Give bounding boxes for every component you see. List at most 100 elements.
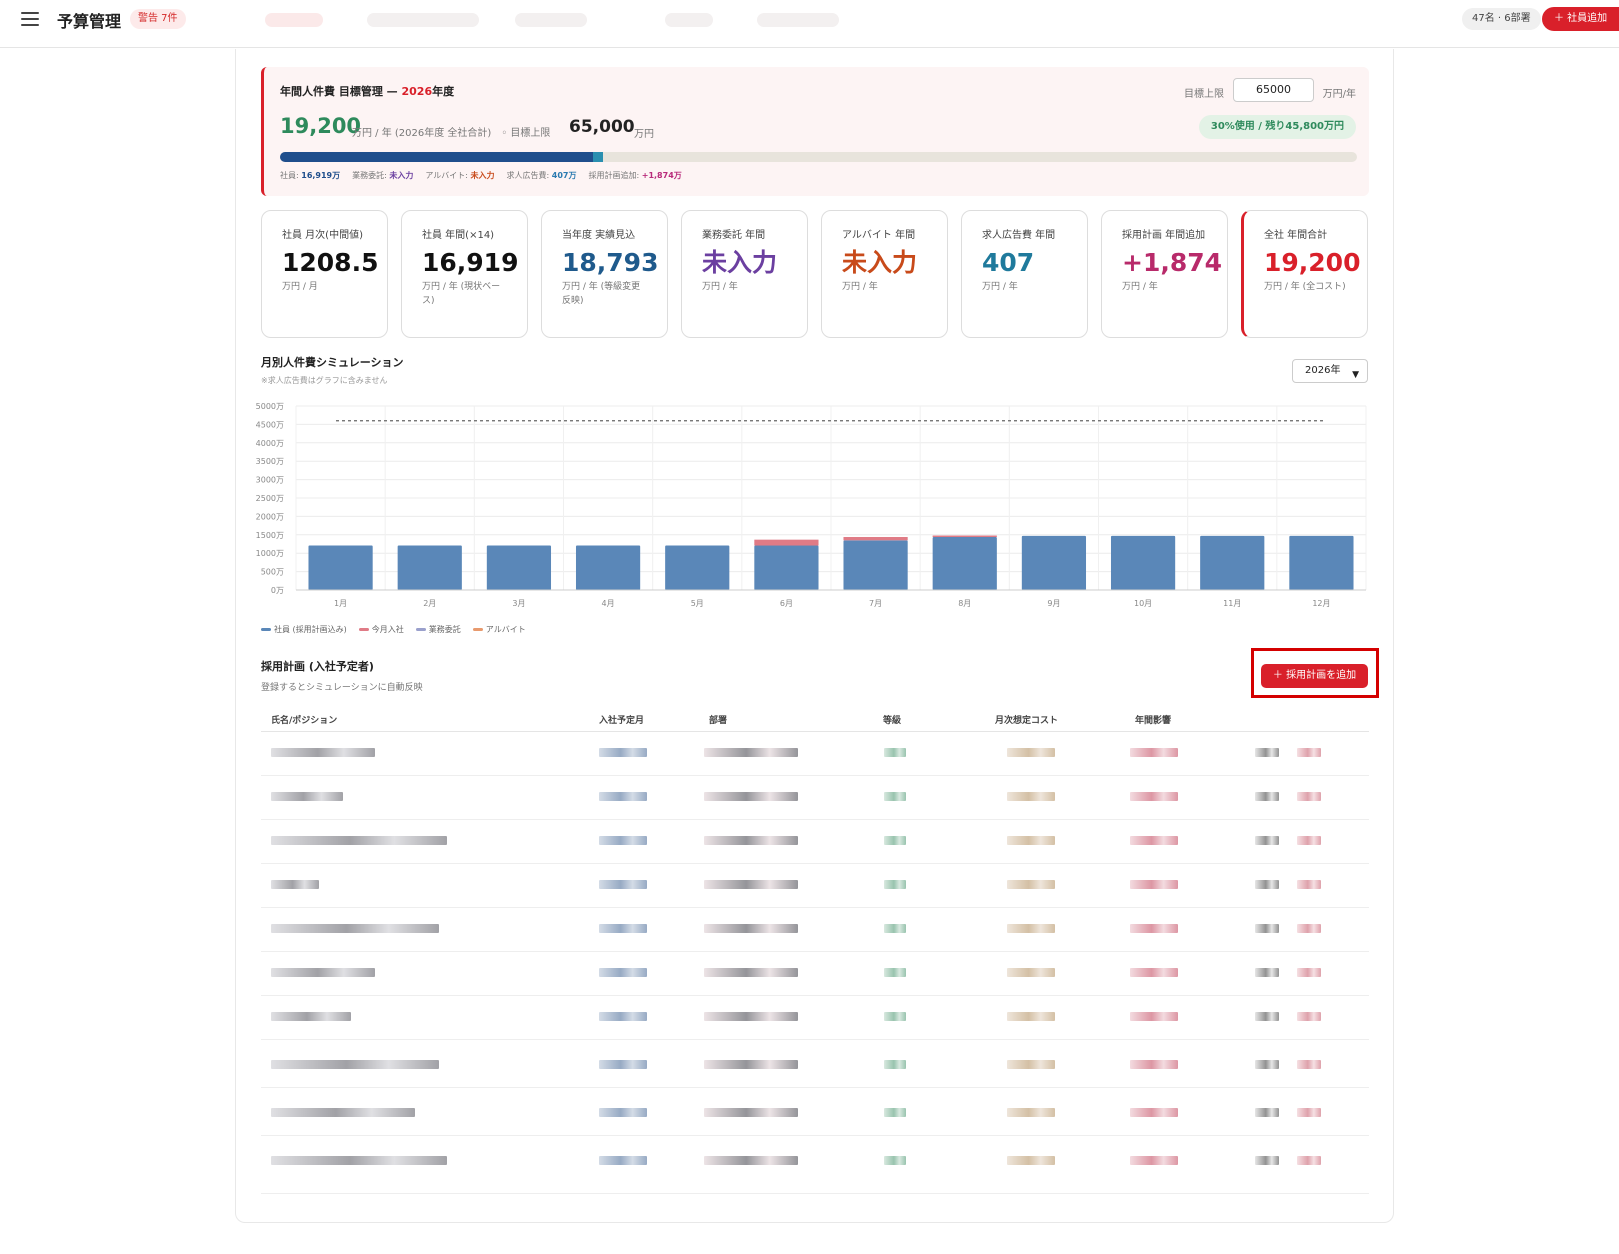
kpi-label: アルバイト 年間 [842, 230, 916, 241]
table-row[interactable] [261, 1092, 1369, 1136]
kpi-unit: 万円 / 年 (全コスト) [1264, 282, 1346, 292]
target-title: 年間人件費 目標管理 — 2026年度 [280, 85, 455, 98]
bar-1 [754, 539, 819, 546]
usage-progress-bar [280, 152, 1357, 162]
table-row[interactable] [261, 820, 1369, 864]
y-tick-label: 2000万 [256, 512, 284, 521]
table-row[interactable] [261, 952, 1369, 996]
redacted-cell [599, 748, 647, 757]
total-sub: 万円 / 年 (2026年度 全社合計) ◦ 目標上限 [352, 128, 551, 139]
table-row[interactable] [261, 996, 1369, 1040]
redacted-cell [704, 1060, 798, 1069]
limit-input[interactable]: 65000 [1233, 78, 1314, 102]
usage-badge: 30%使用 / 残り45,800万円 [1198, 115, 1356, 139]
top-bar: 予算管理 警告 7件 47名 · 6部署 ＋ 社員追加 [0, 0, 1619, 48]
redacted-cell[interactable] [1297, 1060, 1321, 1069]
total-value: 19,200 [280, 114, 362, 138]
simulation-note: ※求人広告費はグラフに含みません [261, 376, 388, 385]
redacted-cell [1130, 1156, 1178, 1165]
table-row[interactable] [261, 732, 1369, 776]
redacted-cell[interactable] [1297, 792, 1321, 801]
x-tick-label: 10月 [1134, 599, 1152, 608]
redacted-cell [1130, 924, 1178, 933]
redacted-cell[interactable] [1255, 1108, 1279, 1117]
redacted-cell[interactable] [1255, 880, 1279, 889]
redacted-cell[interactable] [1297, 1156, 1321, 1165]
redacted-cell [884, 1060, 906, 1069]
y-tick-label: 500万 [261, 568, 284, 577]
kpi-value: 18,793 [562, 248, 659, 277]
redacted-cell[interactable] [1297, 1108, 1321, 1117]
nav-tab-blurred[interactable] [265, 13, 323, 27]
kpi-label: 社員 年間(×14) [422, 230, 495, 241]
redacted-cell [271, 1156, 447, 1165]
redacted-cell[interactable] [1255, 836, 1279, 845]
bar-0 [754, 545, 819, 590]
nav-tab-blurred[interactable] [367, 13, 479, 27]
breakdown-item: 採用計画追加: +1,874万 [588, 171, 682, 180]
kpi-unit: 万円 / 年 [842, 282, 878, 292]
redacted-cell[interactable] [1255, 792, 1279, 801]
monthly-cost-chart: 0万 500万 1000万 1500万 2000万 2500万 3000万 3500万 4000… [256, 402, 1367, 608]
redacted-cell [1130, 1108, 1178, 1117]
y-tick-label: 4500万 [256, 420, 284, 429]
kpi-label: 社員 月次(中間値) [282, 230, 363, 241]
redacted-cell[interactable] [1297, 1012, 1321, 1021]
redacted-cell [599, 836, 647, 845]
redacted-cell [599, 924, 647, 933]
redacted-cell[interactable] [1297, 748, 1321, 757]
add-employee-button[interactable]: ＋ 社員追加 [1542, 7, 1619, 31]
redacted-cell[interactable] [1255, 748, 1279, 757]
redacted-cell [271, 924, 439, 933]
warning-badge[interactable]: 警告 7件 [130, 9, 186, 29]
kpi-unit: 万円 / 年 [982, 282, 1018, 292]
redacted-cell[interactable] [1297, 968, 1321, 977]
redacted-cell [1130, 968, 1178, 977]
bar-0 [308, 545, 373, 590]
nav-tab-blurred[interactable] [757, 13, 839, 27]
table-row[interactable] [261, 776, 1369, 820]
legend-item: アルバイト [472, 624, 526, 635]
redacted-cell [1130, 1012, 1178, 1021]
legend-label: 業務委託 [428, 625, 461, 634]
redacted-cell [1007, 1060, 1055, 1069]
kpi-unit: 万円 / 月 [282, 282, 318, 292]
add-hiring-plan-button[interactable]: ＋ 採用計画を追加 [1261, 664, 1368, 688]
redacted-cell[interactable] [1255, 968, 1279, 977]
redacted-cell[interactable] [1297, 924, 1321, 933]
y-tick-label: 3500万 [256, 457, 284, 466]
kpi-value: 19,200 [1264, 248, 1361, 277]
table-row[interactable] [261, 908, 1369, 952]
chart-legend: 社員 (採用計画込み) 今月入社 業務委託 アルバイト [261, 624, 538, 635]
x-tick-label: 7月 [869, 599, 882, 608]
redacted-cell[interactable] [1255, 924, 1279, 933]
kpi-card: 社員 月次(中間値) 1208.5 万円 / 月 [261, 210, 388, 338]
redacted-cell[interactable] [1297, 880, 1321, 889]
bar-0 [1200, 535, 1265, 590]
column-header: 年間影響 [1135, 716, 1172, 726]
kpi-value: 1208.5 [282, 248, 379, 277]
legend-swatch [358, 628, 369, 631]
redacted-cell[interactable] [1297, 836, 1321, 845]
menu-icon[interactable] [21, 12, 39, 28]
bar-0 [1110, 535, 1176, 590]
redacted-cell [1007, 1156, 1055, 1165]
redacted-cell [704, 836, 798, 845]
nav-tab-blurred[interactable] [665, 13, 713, 27]
table-row[interactable] [261, 1140, 1369, 1194]
redacted-cell [1007, 924, 1055, 933]
table-row[interactable] [261, 1044, 1369, 1088]
table-row[interactable] [261, 864, 1369, 908]
redacted-cell[interactable] [1255, 1012, 1279, 1021]
kpi-card: アルバイト 年間 未入力 万円 / 年 [821, 210, 948, 338]
redacted-cell [1007, 792, 1055, 801]
limit-display: 65,000 [569, 117, 635, 137]
redacted-cell [271, 968, 375, 977]
redacted-cell[interactable] [1255, 1060, 1279, 1069]
kpi-value: +1,874 [1122, 248, 1223, 277]
redacted-cell[interactable] [1255, 1156, 1279, 1165]
highlight-box [1251, 648, 1379, 698]
limit-unit: 万円/年 [1322, 89, 1356, 100]
nav-tab-blurred[interactable] [515, 13, 587, 27]
year-select[interactable]: 2026年 ▼ [1292, 359, 1368, 383]
